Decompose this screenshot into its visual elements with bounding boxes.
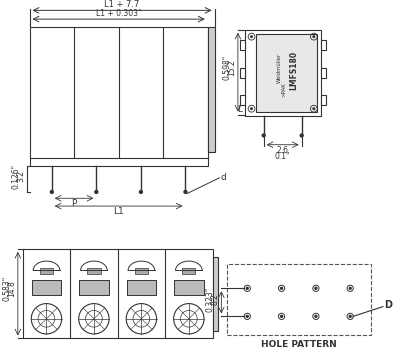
Circle shape <box>349 287 351 289</box>
Circle shape <box>280 315 282 317</box>
Bar <box>240 68 245 78</box>
Text: >PAK: >PAK <box>282 83 287 97</box>
Bar <box>321 68 326 78</box>
Text: L1 + 7.7: L1 + 7.7 <box>104 0 140 9</box>
Bar <box>32 280 61 294</box>
Bar <box>127 280 156 294</box>
Bar <box>87 268 100 274</box>
Text: 2.6: 2.6 <box>277 146 289 155</box>
Circle shape <box>246 287 248 289</box>
Text: HOLE PATTERN: HOLE PATTERN <box>261 340 337 350</box>
Bar <box>256 34 317 112</box>
Circle shape <box>95 190 98 193</box>
Text: 3.2: 3.2 <box>17 170 26 182</box>
Bar <box>321 40 326 50</box>
Text: 15.2: 15.2 <box>227 59 236 76</box>
Bar <box>79 280 109 294</box>
Circle shape <box>280 287 282 289</box>
Text: 0.126": 0.126" <box>12 163 21 189</box>
Bar <box>182 268 196 274</box>
Circle shape <box>251 36 252 37</box>
Text: 14.8: 14.8 <box>7 281 16 297</box>
Text: Weidmüller: Weidmüller <box>276 53 281 83</box>
Circle shape <box>315 315 317 317</box>
Circle shape <box>140 190 142 193</box>
Circle shape <box>315 287 317 289</box>
Bar <box>30 27 208 166</box>
Text: L: L <box>237 105 242 114</box>
Bar <box>23 249 212 339</box>
Bar <box>208 27 214 152</box>
Text: 0.1": 0.1" <box>275 152 290 161</box>
Text: L1 + 0.303": L1 + 0.303" <box>96 9 141 18</box>
Bar <box>321 95 326 105</box>
Circle shape <box>246 315 248 317</box>
Circle shape <box>313 108 315 110</box>
Text: 8.2: 8.2 <box>210 293 219 305</box>
Bar <box>245 30 321 115</box>
Text: LMFS180: LMFS180 <box>290 51 298 90</box>
Circle shape <box>184 190 187 193</box>
Circle shape <box>300 134 303 137</box>
Circle shape <box>251 108 252 110</box>
Text: 0.598": 0.598" <box>222 55 231 80</box>
Bar <box>40 268 53 274</box>
Bar <box>227 265 371 335</box>
Text: d: d <box>220 173 226 182</box>
Bar <box>135 268 148 274</box>
Circle shape <box>313 36 315 37</box>
Text: L1: L1 <box>113 207 124 216</box>
Bar <box>212 257 218 331</box>
Bar <box>240 40 245 50</box>
Bar <box>174 280 204 294</box>
Circle shape <box>262 134 265 137</box>
Text: D: D <box>384 300 392 310</box>
Text: 0.583": 0.583" <box>2 276 11 302</box>
Text: P: P <box>71 199 77 208</box>
Text: 0.323": 0.323" <box>206 287 214 312</box>
Bar <box>240 95 245 105</box>
Circle shape <box>349 315 351 317</box>
Circle shape <box>50 190 53 193</box>
